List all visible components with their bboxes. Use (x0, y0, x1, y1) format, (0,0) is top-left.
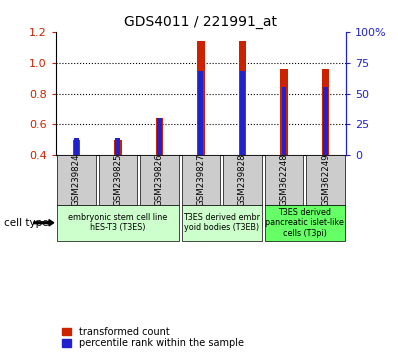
Bar (156, 118, 163, 155)
Bar (57, 205, 179, 241)
Text: GSM239827: GSM239827 (197, 154, 205, 206)
Text: cell type: cell type (4, 218, 49, 228)
Text: T3ES derived
pancreatic islet-like
cells (T3pi): T3ES derived pancreatic islet-like cells… (265, 208, 344, 238)
Bar (199, 72, 203, 155)
Bar (323, 87, 328, 155)
Bar (197, 41, 205, 155)
Text: GSM239825: GSM239825 (113, 154, 123, 206)
Text: GSM239828: GSM239828 (238, 154, 247, 206)
Bar (157, 118, 162, 155)
Bar (115, 138, 121, 155)
Bar (182, 205, 261, 241)
Text: embryonic stem cell line
hES-T3 (T3ES): embryonic stem cell line hES-T3 (T3ES) (68, 213, 168, 233)
Bar (73, 140, 80, 155)
Bar (281, 87, 287, 155)
Bar (265, 155, 303, 205)
Bar (265, 205, 345, 241)
Bar (223, 155, 261, 205)
Legend: transformed count, percentile rank within the sample: transformed count, percentile rank withi… (60, 326, 245, 349)
Bar (140, 155, 179, 205)
Bar (182, 155, 220, 205)
Bar (114, 140, 122, 155)
Title: GDS4011 / 221991_at: GDS4011 / 221991_at (125, 16, 277, 29)
Bar (99, 155, 137, 205)
Text: GSM362249: GSM362249 (321, 154, 330, 206)
Bar (322, 69, 329, 155)
Bar (240, 72, 245, 155)
Bar (306, 155, 345, 205)
Text: GSM239824: GSM239824 (72, 154, 81, 206)
Text: GSM239826: GSM239826 (155, 154, 164, 206)
Bar (57, 155, 96, 205)
Text: GSM362248: GSM362248 (279, 154, 289, 206)
Bar (280, 69, 288, 155)
Bar (74, 138, 79, 155)
Text: T3ES derived embr
yoid bodies (T3EB): T3ES derived embr yoid bodies (T3EB) (183, 213, 260, 233)
Bar (239, 41, 246, 155)
